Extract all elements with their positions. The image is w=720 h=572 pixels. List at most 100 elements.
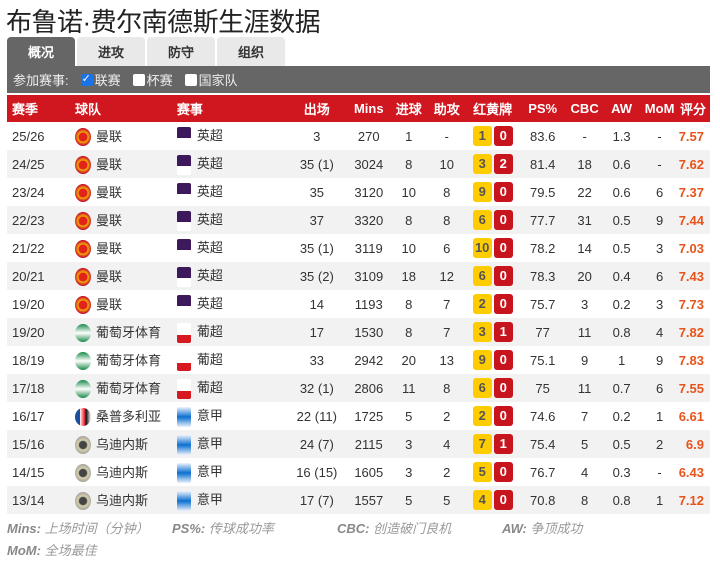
- team-cell[interactable]: 葡萄牙体育: [69, 374, 172, 402]
- filter-league[interactable]: 联赛: [75, 70, 121, 89]
- premier-league-icon: [176, 266, 191, 287]
- team-cell[interactable]: 曼联: [70, 178, 172, 206]
- aerials-won: 0.6: [612, 184, 631, 200]
- column-header[interactable]: 赛事: [171, 95, 287, 122]
- big-chances-created: 18: [566, 150, 603, 178]
- team-name: 葡萄牙体育: [95, 380, 161, 396]
- man-of-match: 6: [640, 374, 679, 402]
- column-header[interactable]: 评分: [678, 95, 710, 122]
- yellow-card-count: 6: [472, 266, 492, 286]
- league-cell[interactable]: 意甲: [171, 486, 287, 514]
- column-header[interactable]: PS%: [518, 95, 567, 122]
- team-cell[interactable]: 乌迪内斯: [70, 458, 172, 486]
- sporting-cp-crest-icon: [74, 324, 91, 343]
- pass-success: 77: [518, 318, 567, 346]
- team-cell[interactable]: 葡萄牙体育: [70, 346, 172, 374]
- column-header[interactable]: 助攻: [426, 95, 467, 122]
- yellow-card-count: 10: [472, 238, 492, 258]
- appearances: 37: [286, 206, 347, 234]
- league-cell[interactable]: 意甲: [172, 458, 287, 486]
- team-name: 乌迪内斯: [95, 436, 148, 452]
- column-header[interactable]: 赛季: [7, 95, 70, 122]
- rating: 7.43: [678, 262, 710, 290]
- man-of-match: 2: [640, 430, 679, 458]
- tab-organization[interactable]: 组织: [217, 37, 285, 66]
- column-header[interactable]: AW: [602, 95, 641, 122]
- goals: 3: [405, 464, 413, 480]
- checkbox-cup[interactable]: [132, 74, 145, 86]
- big-chances-created: 14: [577, 240, 592, 256]
- big-chances-created: 7: [581, 408, 589, 424]
- team-cell[interactable]: 曼联: [70, 290, 172, 318]
- team-name: 葡萄牙体育: [95, 324, 161, 340]
- league-cell[interactable]: 葡超: [171, 318, 287, 346]
- filter-national[interactable]: 国家队: [179, 70, 238, 89]
- checkbox-league[interactable]: [80, 72, 93, 86]
- league-cell[interactable]: 英超: [172, 122, 287, 150]
- rating: 7.57: [678, 128, 704, 144]
- minutes: 1557: [346, 486, 391, 514]
- team-cell[interactable]: 曼联: [70, 234, 172, 262]
- red-card-count: 2: [493, 154, 513, 174]
- appearances: 35 (1): [286, 150, 347, 178]
- team-cell[interactable]: 曼联: [69, 150, 172, 178]
- liga-portugal-icon: [176, 350, 191, 371]
- goals: 20: [401, 352, 416, 368]
- man-of-match: 6: [655, 184, 664, 200]
- league-cell[interactable]: 英超: [171, 150, 287, 178]
- man-of-match: 4: [640, 318, 679, 346]
- yellow-card-count: 6: [472, 378, 492, 398]
- column-header[interactable]: 进球: [390, 95, 427, 122]
- column-header[interactable]: 出场: [286, 95, 347, 122]
- minutes: 2942: [354, 352, 384, 368]
- league-cell[interactable]: 意甲: [171, 430, 287, 458]
- tab-overview[interactable]: 概况: [7, 37, 75, 66]
- league-cell[interactable]: 英超: [172, 234, 287, 262]
- tab-defense[interactable]: 防守: [147, 37, 215, 66]
- yellow-card-count: 3: [472, 322, 492, 342]
- tab-attack[interactable]: 进攻: [77, 37, 145, 66]
- goals: 5: [390, 486, 427, 514]
- filter-cup[interactable]: 杯赛: [127, 70, 173, 89]
- goals: 8: [390, 206, 427, 234]
- team-cell[interactable]: 葡萄牙体育: [69, 318, 172, 346]
- league-cell[interactable]: 英超: [172, 290, 287, 318]
- column-header[interactable]: MoM: [640, 95, 679, 122]
- checkbox-national[interactable]: [184, 74, 197, 86]
- assists: 8: [426, 374, 467, 402]
- goals: 11: [390, 374, 427, 402]
- league-cell[interactable]: 葡超: [172, 346, 287, 374]
- column-header[interactable]: 红黄牌: [466, 95, 519, 122]
- team-cell[interactable]: 曼联: [69, 206, 172, 234]
- column-header[interactable]: 球队: [69, 95, 172, 122]
- man-utd-crest-icon: [74, 240, 91, 259]
- league-cell[interactable]: 意甲: [172, 402, 287, 430]
- season: 17/18: [7, 374, 70, 402]
- page-title: 布鲁诺·费尔南德斯生涯数据: [6, 7, 321, 37]
- assists: 13: [439, 352, 454, 368]
- premier-league-icon: [176, 126, 191, 147]
- assists: 8: [443, 184, 451, 200]
- league-cell[interactable]: 葡超: [171, 374, 287, 402]
- rating: 7.03: [678, 240, 704, 256]
- team-name: 桑普多利亚: [95, 408, 161, 424]
- team-cell[interactable]: 曼联: [69, 262, 172, 290]
- goals: 1: [405, 128, 413, 144]
- league-cell[interactable]: 英超: [171, 262, 287, 290]
- team-cell[interactable]: 乌迪内斯: [69, 486, 172, 514]
- team-cell[interactable]: 曼联: [70, 122, 172, 150]
- legend-ps: PS%: 传球成功率: [172, 521, 274, 536]
- team-cell[interactable]: 乌迪内斯: [69, 430, 172, 458]
- team-name: 曼联: [95, 212, 122, 228]
- league-cell[interactable]: 英超: [172, 178, 287, 206]
- pass-success: 81.4: [518, 150, 567, 178]
- column-header[interactable]: Mins: [346, 95, 391, 122]
- league-cell[interactable]: 英超: [171, 206, 287, 234]
- team-cell[interactable]: 桑普多利亚: [70, 402, 172, 430]
- udinese-crest-icon: [74, 436, 91, 455]
- column-header[interactable]: CBC: [566, 95, 603, 122]
- rating: 6.43: [678, 464, 704, 480]
